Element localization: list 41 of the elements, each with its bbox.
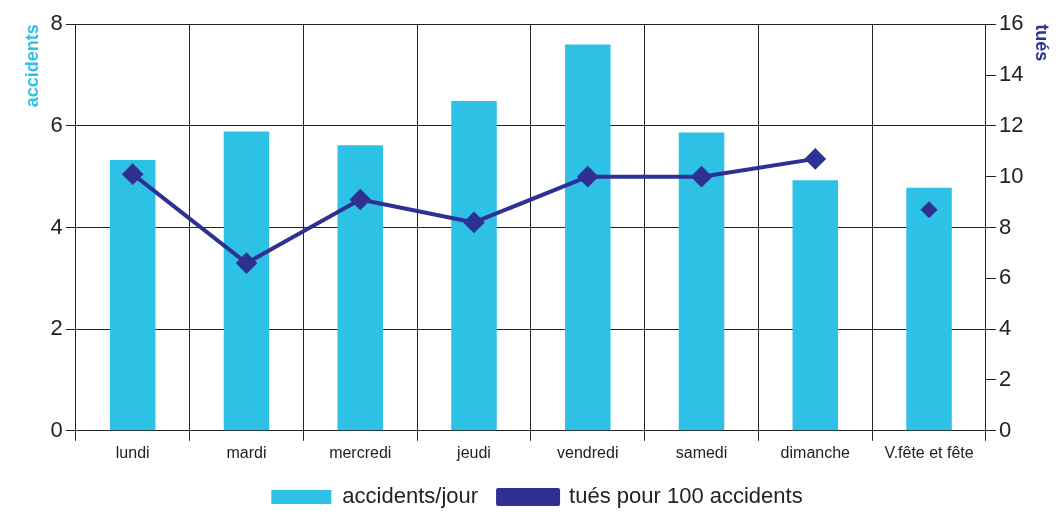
bar <box>565 44 611 431</box>
y-tick-label: 6 <box>50 111 63 137</box>
bar <box>906 187 952 431</box>
point <box>236 253 257 274</box>
x-tick-label: lundi <box>115 443 150 461</box>
x-tick-label: dimanche <box>780 443 851 461</box>
y2-tick-label: 2 <box>998 366 1012 392</box>
x-tick-label: mardi <box>226 443 267 461</box>
bar <box>792 180 839 431</box>
y2-tick-label: 12 <box>998 111 1024 137</box>
x-tick-label: V.fête et fête <box>884 443 974 461</box>
point <box>122 164 143 185</box>
y-axis-title: accidents <box>21 24 42 108</box>
y2-tick-label: 4 <box>998 315 1012 341</box>
point <box>350 189 371 210</box>
x-tick-label: vendredi <box>557 443 619 461</box>
legend-label: accidents/jour <box>342 483 479 509</box>
y2-tick-label: 10 <box>998 162 1024 188</box>
y2-tick-label: 16 <box>998 10 1024 36</box>
x-tick-label: samedi <box>675 443 728 461</box>
x-tick-label: jeudi <box>456 443 491 461</box>
bar <box>451 100 497 431</box>
point <box>805 148 826 169</box>
y2-tick-label: 14 <box>998 61 1024 87</box>
legend-label: tués pour 100 accidents <box>569 483 803 509</box>
bar <box>109 159 156 431</box>
point <box>464 212 484 233</box>
y2-tick-label: 0 <box>998 416 1012 442</box>
y-tick-label: 2 <box>50 315 63 341</box>
y-tick-label: 0 <box>50 416 63 442</box>
bar <box>337 145 383 431</box>
y-tick-label: 4 <box>50 213 63 239</box>
bar <box>223 131 270 431</box>
y-tick-label: 8 <box>50 10 63 36</box>
y2-axis-title: tués <box>1032 24 1053 62</box>
point <box>691 166 712 187</box>
bar <box>678 132 725 431</box>
point <box>577 166 598 187</box>
x-tick-label: mercredi <box>329 443 392 461</box>
y2-tick-label: 6 <box>998 264 1012 290</box>
y2-tick-label: 8 <box>998 213 1012 239</box>
